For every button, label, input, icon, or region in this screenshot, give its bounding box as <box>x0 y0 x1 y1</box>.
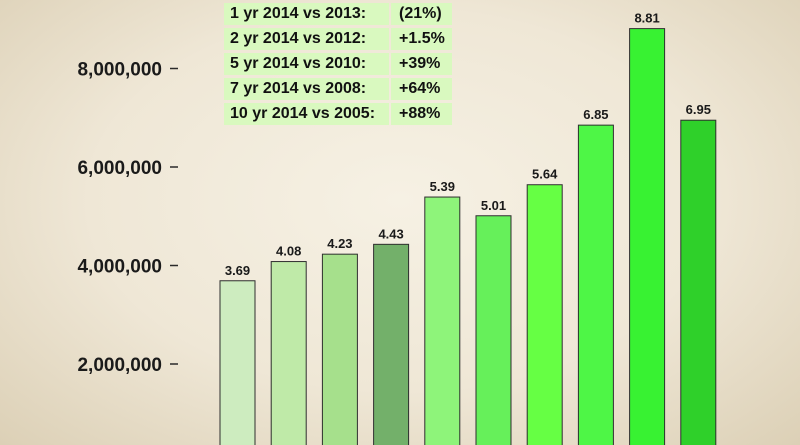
comparison-row: 5 yr 2014 vs 2010: +39% <box>224 53 452 75</box>
bar-value-label: 3.69 <box>225 263 250 278</box>
comparison-period: 7 yr 2014 vs 2008: <box>224 78 389 100</box>
bar-value-label: 4.43 <box>378 226 403 241</box>
comparison-period: 10 yr 2014 vs 2005: <box>224 103 389 125</box>
comparison-table: 1 yr 2014 vs 2013: (21%) 2 yr 2014 vs 20… <box>224 0 452 128</box>
bar-value-label: 6.85 <box>583 107 608 122</box>
bar <box>270 261 307 445</box>
comparison-change: +64% <box>391 78 452 100</box>
bar-value-label: 5.01 <box>481 198 506 213</box>
bar <box>680 119 717 445</box>
y-axis: 2,000,000 4,000,000 6,000,000 8,000,000 <box>77 60 178 376</box>
y-tick-label: 6,000,000 <box>77 158 162 179</box>
comparison-change: +39% <box>391 53 452 75</box>
bar <box>373 243 410 445</box>
comparison-period: 2 yr 2014 vs 2012: <box>224 28 389 50</box>
comparison-row: 7 yr 2014 vs 2008: +64% <box>224 78 452 100</box>
comparison-period: 5 yr 2014 vs 2010: <box>224 53 389 75</box>
y-tick-label: 4,000,000 <box>77 257 162 278</box>
bar <box>219 280 256 445</box>
bar-value-label: 5.39 <box>430 179 455 194</box>
bar <box>526 184 563 445</box>
bar <box>424 196 461 445</box>
bar-value-label: 5.64 <box>532 167 558 182</box>
comparison-row: 2 yr 2014 vs 2012: +1.5% <box>224 28 452 50</box>
data-labels-group: 3.69 4.08 4.23 4.43 5.39 5.01 5.64 6.85 8.81 6.95 <box>225 11 711 278</box>
comparison-row: 10 yr 2014 vs 2005: +88% <box>224 103 452 125</box>
comparison-change: +88% <box>391 103 452 125</box>
comparison-change: (21%) <box>391 3 452 25</box>
bar <box>321 253 358 445</box>
bar-value-label: 4.23 <box>327 236 352 251</box>
comparison-change: +1.5% <box>391 28 452 50</box>
bar <box>629 28 666 445</box>
comparison-period: 1 yr 2014 vs 2013: <box>224 3 389 25</box>
bar <box>577 124 614 445</box>
bar-value-label: 8.81 <box>634 11 659 26</box>
y-tick-label: 2,000,000 <box>77 355 162 376</box>
y-tick-label: 8,000,000 <box>77 60 162 81</box>
bars-group <box>219 28 717 445</box>
bar <box>475 215 512 445</box>
bar-value-label: 6.95 <box>686 102 711 117</box>
comparison-row: 1 yr 2014 vs 2013: (21%) <box>224 3 452 25</box>
bar-value-label: 4.08 <box>276 244 301 259</box>
